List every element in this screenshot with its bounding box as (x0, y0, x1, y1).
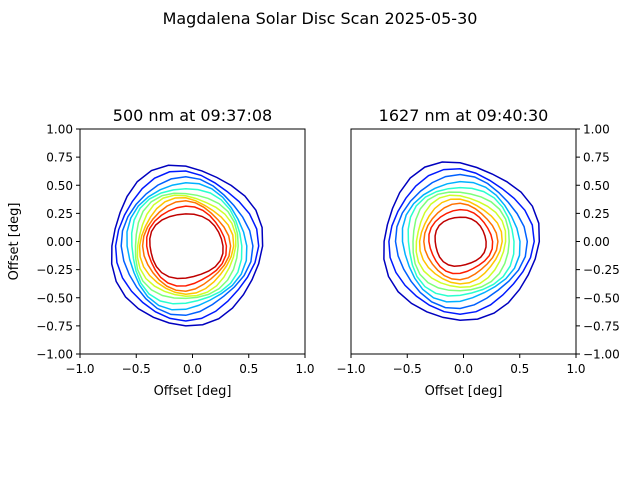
subplot-left-contour-level-1 (110, 164, 264, 327)
subplot-left-y-label: Offset [deg] (7, 203, 22, 281)
subplot-right-x-ticks: −1.0 −0.5 0.0 0.5 1.0 (336, 354, 586, 376)
subplot-left-x-label: Offset [deg] (154, 384, 232, 399)
subplot-right-contour-level-6 (412, 191, 510, 292)
subplot-right-x-tick-label: −1.0 (336, 362, 365, 376)
subplot-left-y-tick-label: 0.50 (46, 179, 73, 193)
subplot-left-contour-level-6 (134, 192, 239, 300)
subplot-right-contour-level-9 (423, 202, 499, 281)
subplot-left-y-tick-label: −0.50 (36, 291, 73, 305)
subplot-left-x-tick-label: −1.0 (65, 362, 94, 376)
subplot-left-x-tick-label: 0.5 (239, 362, 258, 376)
subplot-right-y-tick-label: 0.50 (583, 179, 610, 193)
subplot-left-contour-level-10 (145, 205, 228, 287)
subplot-right-x-tick-label: 0.0 (454, 362, 473, 376)
subplot-right-contour-level-8 (418, 198, 503, 285)
subplot-left-contour-level-7 (136, 194, 237, 297)
subplot-left-y-tick-label: 1.00 (46, 123, 73, 137)
subplot-left-x-ticks: −1.0 −0.5 0.0 0.5 1.0 (65, 354, 315, 376)
subplot-right-contour-level-5 (407, 186, 515, 297)
subplot-right-contour-level-1 (383, 161, 541, 322)
subplot-right-y-tick-label: −0.50 (583, 291, 620, 305)
subplot-right-y-ticks: −1.00 −0.75 −0.50 −0.25 0.00 0.25 0.50 0.75 1.00 (576, 123, 620, 362)
subplot-right: 1627 nm at 09:40:30 −1.0 −0.5 0.0 0.5 1.0 −1… (336, 106, 619, 399)
subplot-right-contour-level-4 (401, 180, 521, 303)
subplot-left-x-tick-label: 0.0 (183, 362, 202, 376)
subplot-left-y-tick-label: −1.00 (36, 348, 73, 362)
subplot-right-x-tick-label: 0.5 (510, 362, 529, 376)
subplot-left-y-tick-label: −0.25 (36, 263, 73, 277)
subplot-left-contours (110, 164, 264, 327)
subplot-right-title: 1627 nm at 09:40:30 (379, 106, 549, 125)
subplot-left-contour-level-3 (120, 175, 254, 317)
subplot-left-x-tick-label: −0.5 (122, 362, 151, 376)
subplot-right-x-tick-label: 1.0 (566, 362, 585, 376)
subplot-right-contour-level-2 (388, 168, 535, 315)
subplot-right-y-tick-label: 0.00 (583, 235, 610, 249)
subplot-right-contour-level-10 (428, 208, 494, 275)
subplot-right-contour-level-3 (394, 173, 529, 310)
subplot-left-contour-level-5 (130, 188, 243, 305)
subplot-left-contour-level-8 (138, 197, 235, 295)
subplot-right-y-tick-label: −1.00 (583, 348, 620, 362)
subplot-left-contour-level-9 (141, 200, 232, 292)
subplot-right-y-tick-label: −0.25 (583, 263, 620, 277)
subplot-left-y-ticks: −1.00 −0.75 −0.50 −0.25 0.00 0.25 0.50 0.75 1.00 (36, 123, 80, 362)
subplot-right-x-label: Offset [deg] (425, 384, 503, 399)
subplot-right-contour-level-7 (415, 194, 507, 288)
subplot-right-contours (383, 161, 541, 322)
subplot-left: 500 nm at 09:37:08 −1.0 −0.5 0.0 0.5 1.0 −1.… (7, 106, 315, 399)
subplot-right-x-tick-label: −0.5 (393, 362, 422, 376)
subplot-right-y-tick-label: −0.75 (583, 319, 620, 333)
subplot-left-contour-level-4 (126, 181, 248, 311)
subplot-left-title: 500 nm at 09:37:08 (113, 106, 272, 125)
subplot-left-contour-level-11 (149, 213, 224, 280)
subplot-right-y-tick-label: 1.00 (583, 123, 610, 137)
subplot-left-y-tick-label: 0.75 (46, 151, 73, 165)
subplot-left-y-tick-label: 0.25 (46, 207, 73, 221)
subplot-left-y-tick-label: 0.00 (46, 235, 73, 249)
subplot-right-contour-level-11 (434, 216, 487, 267)
subplot-left-x-tick-label: 1.0 (295, 362, 314, 376)
subplot-left-contour-level-2 (114, 170, 260, 322)
subplot-right-y-tick-label: 0.25 (583, 207, 610, 221)
figure-title: Magdalena Solar Disc Scan 2025-05-30 (163, 9, 478, 28)
subplot-right-y-tick-label: 0.75 (583, 151, 610, 165)
subplot-left-y-tick-label: −0.75 (36, 319, 73, 333)
